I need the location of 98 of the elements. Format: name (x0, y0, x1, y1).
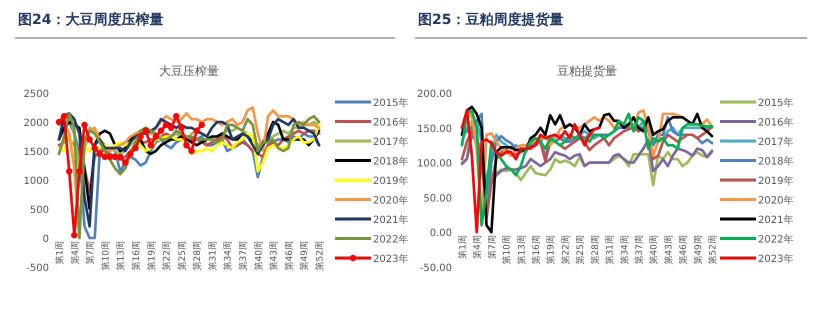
y-tick-label: 2000 (24, 118, 49, 129)
legend-label: 2018年 (758, 156, 794, 168)
point (178, 124, 185, 131)
point (148, 142, 154, 148)
y-tick-label: 1000 (24, 176, 49, 187)
y-tick-label: 1500 (24, 147, 49, 158)
point (66, 168, 72, 174)
x-tick-label: 第4周 (472, 235, 484, 259)
point (168, 124, 174, 131)
y-tick-label: 2500 (24, 89, 49, 100)
y-tick-label: 100.00 (417, 158, 452, 170)
legend-label: 2016年 (758, 116, 794, 128)
point (76, 168, 83, 174)
x-tick-label: 第40周 (253, 241, 264, 270)
x-tick-label: 第43周 (663, 235, 674, 265)
legend-label: 2021年 (373, 214, 408, 226)
x-tick-label: 第46周 (678, 235, 690, 265)
y-tick-label: -50.00 (420, 263, 452, 274)
point (183, 142, 190, 148)
point (96, 150, 103, 158)
x-tick-label: 第19周 (546, 235, 557, 265)
y-tick-label: 500 (30, 205, 49, 216)
x-tick-label: 第40周 (648, 235, 660, 265)
legend-label: 2018年 (373, 156, 408, 168)
x-tick-label: 第16周 (130, 241, 142, 270)
legend-label: 2019年 (758, 175, 794, 187)
x-tick-label: 第46周 (284, 241, 295, 270)
point (91, 144, 98, 152)
legend-label: 2023年 (373, 253, 408, 265)
point (116, 154, 124, 160)
chart-subtitle: 豆粕提货量 (557, 64, 617, 78)
y-tick-label: 150.00 (417, 124, 452, 135)
x-tick-label: 第34周 (222, 241, 234, 270)
legend-label: 2017年 (758, 136, 794, 148)
legend-label: 2016年 (373, 116, 408, 128)
point (71, 232, 78, 238)
line-series (460, 109, 601, 234)
y-tick-label: 200.00 (417, 89, 452, 100)
legend-label: 2020年 (758, 194, 794, 206)
x-tick-label: 第25周 (575, 235, 586, 265)
legend-label: 2015年 (373, 97, 408, 109)
point (142, 128, 149, 134)
x-tick-label: 第7周 (486, 235, 498, 259)
x-tick-label: 第52周 (708, 235, 718, 265)
y-tick-label: 0 (42, 234, 49, 245)
legend-label: 2017年 (373, 136, 408, 148)
y-tick-label: 50.00 (423, 193, 452, 204)
chart-title: 图24：大豆周度压榨量 (18, 11, 164, 28)
x-tick-label: 第31周 (604, 235, 616, 265)
x-tick-label: 第49周 (299, 241, 310, 270)
point (193, 128, 200, 134)
legend-label: 2022年 (758, 234, 794, 246)
x-tick-label: 第43周 (268, 241, 280, 270)
x-tick-label: 第13周 (116, 241, 127, 270)
x-tick-label: 第22周 (162, 241, 173, 270)
legend-label: 2021年 (758, 214, 794, 226)
x-tick-label: 第1周 (54, 241, 66, 265)
point (127, 150, 134, 158)
x-tick-label: 第1周 (458, 235, 468, 259)
legend-label: 2023年 (758, 253, 794, 265)
point (158, 128, 164, 134)
x-tick-label: 第7周 (85, 241, 96, 265)
x-tick-label: 第10周 (502, 235, 513, 265)
x-tick-label: 第37周 (238, 241, 250, 270)
x-tick-label: 第16周 (531, 235, 542, 265)
point (198, 122, 205, 128)
y-tick-label: 0.00 (430, 228, 452, 240)
point (162, 122, 170, 128)
point (122, 159, 128, 166)
x-tick-label: 第22周 (560, 235, 572, 265)
x-tick-label: 第52周 (314, 241, 326, 270)
point (137, 133, 144, 140)
x-tick-label: 第37周 (634, 235, 645, 265)
point (86, 136, 93, 143)
x-tick-label: 第13周 (516, 235, 528, 265)
point (106, 154, 114, 160)
x-tick-label: 第28周 (192, 241, 204, 270)
chart-subtitle: 大豆压榨量 (159, 64, 219, 78)
x-tick-label: 第49周 (692, 235, 704, 265)
point (81, 122, 88, 128)
point (132, 144, 139, 152)
x-tick-label: 第31周 (207, 241, 218, 270)
point (188, 148, 195, 154)
chart-title: 图25：豆粕周度提货量 (418, 11, 564, 28)
legend-label: 2015年 (758, 97, 794, 109)
x-tick-label: 第25周 (176, 241, 188, 270)
y-tick-label: -500 (26, 263, 49, 274)
point (152, 133, 160, 140)
legend-label: 2020年 (373, 194, 408, 206)
x-tick-label: 第4周 (70, 241, 81, 265)
x-tick-label: 第19周 (146, 241, 158, 270)
x-tick-label: 第34周 (619, 235, 630, 265)
point (56, 118, 62, 126)
legend-label: 2019年 (373, 175, 408, 187)
x-tick-label: 第10周 (100, 241, 112, 270)
legend-label: 2022年 (373, 234, 408, 246)
x-tick-label: 第28周 (590, 235, 601, 265)
point (60, 113, 68, 120)
